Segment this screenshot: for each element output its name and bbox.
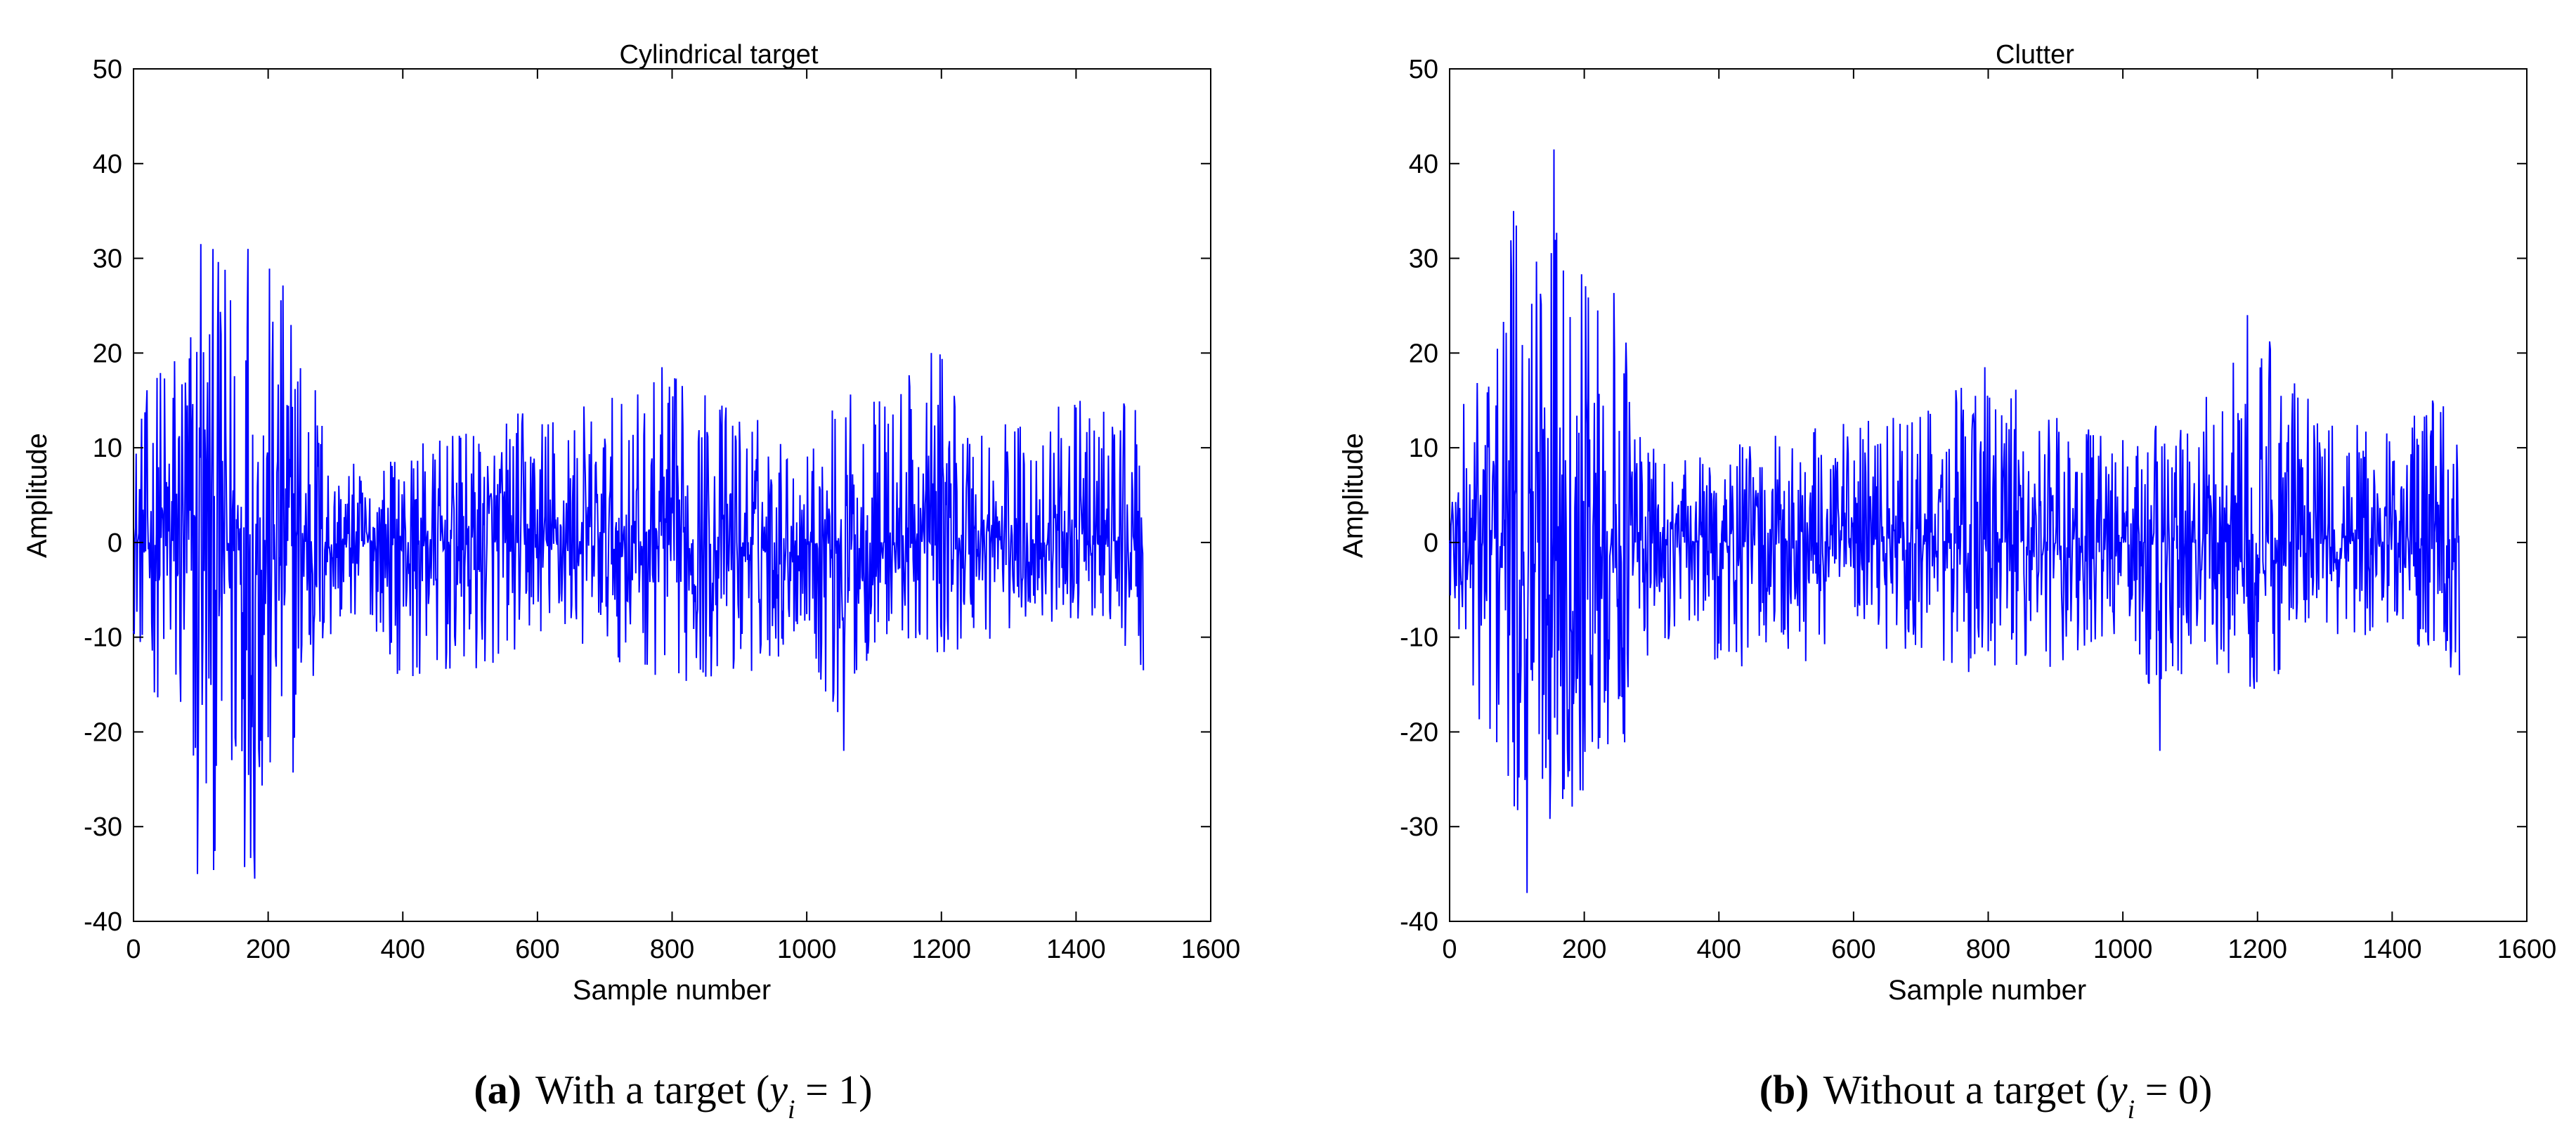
- y-tick-label: -40: [1400, 907, 1438, 937]
- signal-line-b: [1449, 149, 2461, 893]
- y-tick-label: 30: [1409, 245, 1438, 274]
- y-axis-label-b: Amplitude: [1338, 433, 1369, 558]
- caption-rest-a: = 1): [795, 1067, 873, 1113]
- x-tick-label: 600: [1831, 935, 1875, 964]
- x-tick-label: 0: [126, 935, 141, 964]
- y-tick-label: 20: [1409, 339, 1438, 368]
- y-tick-label: 20: [93, 339, 122, 368]
- x-axis-label-a: Sample number: [573, 975, 771, 1006]
- caption-sub-b: i: [2128, 1095, 2135, 1124]
- x-ticks-b: 0 200 400 600 800 1000 1200 1400 1600: [1442, 69, 2556, 964]
- y-tick-label: -40: [84, 907, 122, 937]
- signal-line-a: [133, 244, 1145, 879]
- x-tick-label: 800: [1966, 935, 2010, 964]
- caption-math-b: y: [2106, 1067, 2128, 1113]
- y-tick-label: -30: [1400, 812, 1438, 842]
- y-tick-label: -20: [1400, 718, 1438, 747]
- y-tick-label: 40: [93, 150, 122, 179]
- x-tick-label: 1200: [2227, 935, 2287, 964]
- x-tick-label: 1000: [2093, 935, 2153, 964]
- y-ticks-a: -40 -30 -20 -10 0 10 20 30 40 50: [84, 55, 1211, 937]
- x-tick-label: 200: [246, 935, 290, 964]
- y-tick-label: -30: [84, 812, 122, 842]
- y-tick-label: 30: [93, 245, 122, 274]
- y-tick-label: 50: [1409, 55, 1438, 84]
- x-tick-label: 200: [1562, 935, 1606, 964]
- panel-b: Clutter -40 -30 -20 -10 0 10 20 30 40 50 0 200 400 6…: [1338, 40, 2556, 1124]
- plot-area-a: [133, 68, 1211, 922]
- caption-label-a: (a): [474, 1067, 521, 1113]
- plot-area-b: [1449, 68, 2528, 922]
- x-tick-label: 0: [1442, 935, 1457, 964]
- y-tick-label: 40: [1409, 150, 1438, 179]
- x-tick-label: 1600: [1181, 935, 1241, 964]
- x-tick-label: 1200: [911, 935, 971, 964]
- x-tick-label: 400: [1697, 935, 1741, 964]
- y-tick-label: 0: [1424, 528, 1438, 558]
- caption-rest-b: = 0): [2135, 1067, 2212, 1113]
- y-tick-label: -20: [84, 718, 122, 747]
- y-ticks-b: -40 -30 -20 -10 0 10 20 30 40 50: [1400, 55, 2527, 937]
- y-tick-label: 50: [93, 55, 122, 84]
- x-ticks-a: 0 200 400 600 800 1000 1200 1400 1600: [126, 69, 1240, 964]
- caption-b: (b) Without a target (yi = 0): [1759, 1067, 2213, 1124]
- x-tick-label: 1400: [2362, 935, 2422, 964]
- x-tick-label: 400: [381, 935, 425, 964]
- y-tick-label: -10: [84, 623, 122, 653]
- x-tick-label: 1400: [1046, 935, 1106, 964]
- y-tick-label: -10: [1400, 623, 1438, 653]
- caption-a: (a) With a target (yi = 1): [474, 1067, 872, 1124]
- x-tick-label: 1000: [777, 935, 837, 964]
- chart-title-b: Clutter: [1996, 40, 2074, 70]
- y-tick-label: 10: [1409, 434, 1438, 463]
- caption-math-a: y: [766, 1067, 788, 1113]
- caption-sub-a: i: [788, 1095, 795, 1124]
- x-tick-label: 600: [515, 935, 559, 964]
- caption-text-a: With a target (: [535, 1067, 769, 1113]
- x-tick-label: 1600: [2497, 935, 2557, 964]
- chart-title-a: Cylindrical target: [620, 40, 819, 70]
- caption-label-b: (b): [1759, 1067, 1809, 1113]
- y-axis-label-a: Amplitude: [22, 433, 53, 558]
- x-axis-label-b: Sample number: [1888, 975, 2086, 1006]
- y-tick-label: 10: [93, 434, 122, 463]
- caption-text-b: Without a target (: [1823, 1067, 2109, 1113]
- x-tick-label: 800: [650, 935, 694, 964]
- panel-a: Cylindrical target -40 -30 -20 -10 0 10 20 30 40…: [22, 40, 1240, 1124]
- y-tick-label: 0: [108, 528, 122, 558]
